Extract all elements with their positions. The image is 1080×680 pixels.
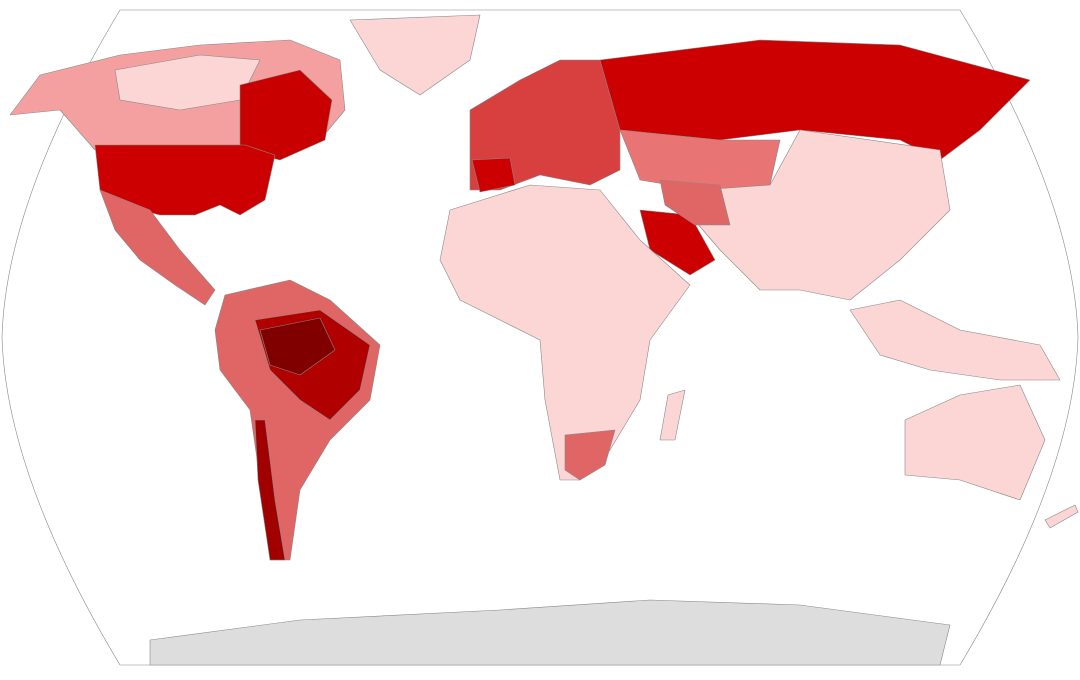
- region-mexico: [99, 189, 216, 306]
- region-antarctica: [149, 599, 951, 666]
- region-greenland: [349, 14, 481, 96]
- region-madagascar: [659, 389, 686, 441]
- region-new-zealand: [1044, 504, 1079, 529]
- region-australia: [904, 384, 1046, 501]
- region-iran: [659, 179, 731, 226]
- region-amazon: [259, 317, 336, 376]
- region-chile: [254, 419, 286, 561]
- region-se-asia: [849, 299, 1061, 381]
- region-asia: [689, 129, 951, 301]
- region-south-africa: [564, 429, 616, 481]
- region-iberia: [471, 157, 516, 193]
